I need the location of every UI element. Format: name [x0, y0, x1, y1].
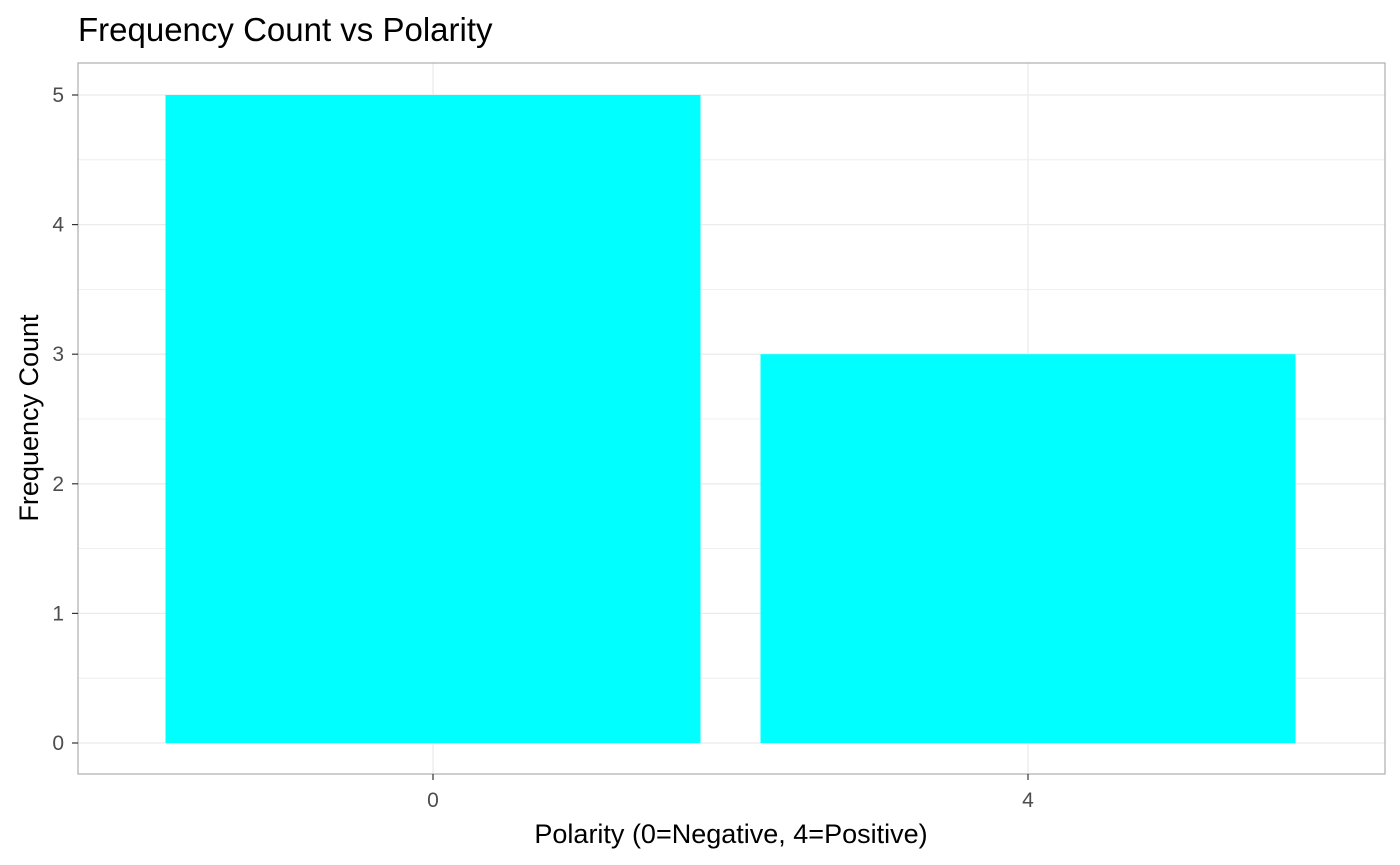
bar-4 — [760, 354, 1296, 743]
y-tick-label: 2 — [52, 473, 64, 496]
y-axis: 0 1 2 3 4 5 — [52, 84, 78, 755]
x-tick-label: 0 — [427, 789, 439, 812]
x-axis-title: Polarity (0=Negative, 4=Positive) — [534, 819, 927, 849]
y-tick-label: 0 — [52, 732, 64, 755]
y-tick-label: 5 — [52, 84, 64, 107]
y-tick-label: 3 — [52, 343, 64, 366]
bar-0 — [165, 95, 701, 743]
x-tick-label: 4 — [1022, 789, 1034, 812]
y-axis-title: Frequency Count — [14, 314, 44, 522]
bars — [165, 95, 1296, 743]
y-tick-label: 1 — [52, 602, 64, 625]
chart-title: Frequency Count vs Polarity — [78, 11, 493, 48]
panel-border — [77, 62, 1386, 775]
y-tick-label: 4 — [52, 214, 64, 237]
